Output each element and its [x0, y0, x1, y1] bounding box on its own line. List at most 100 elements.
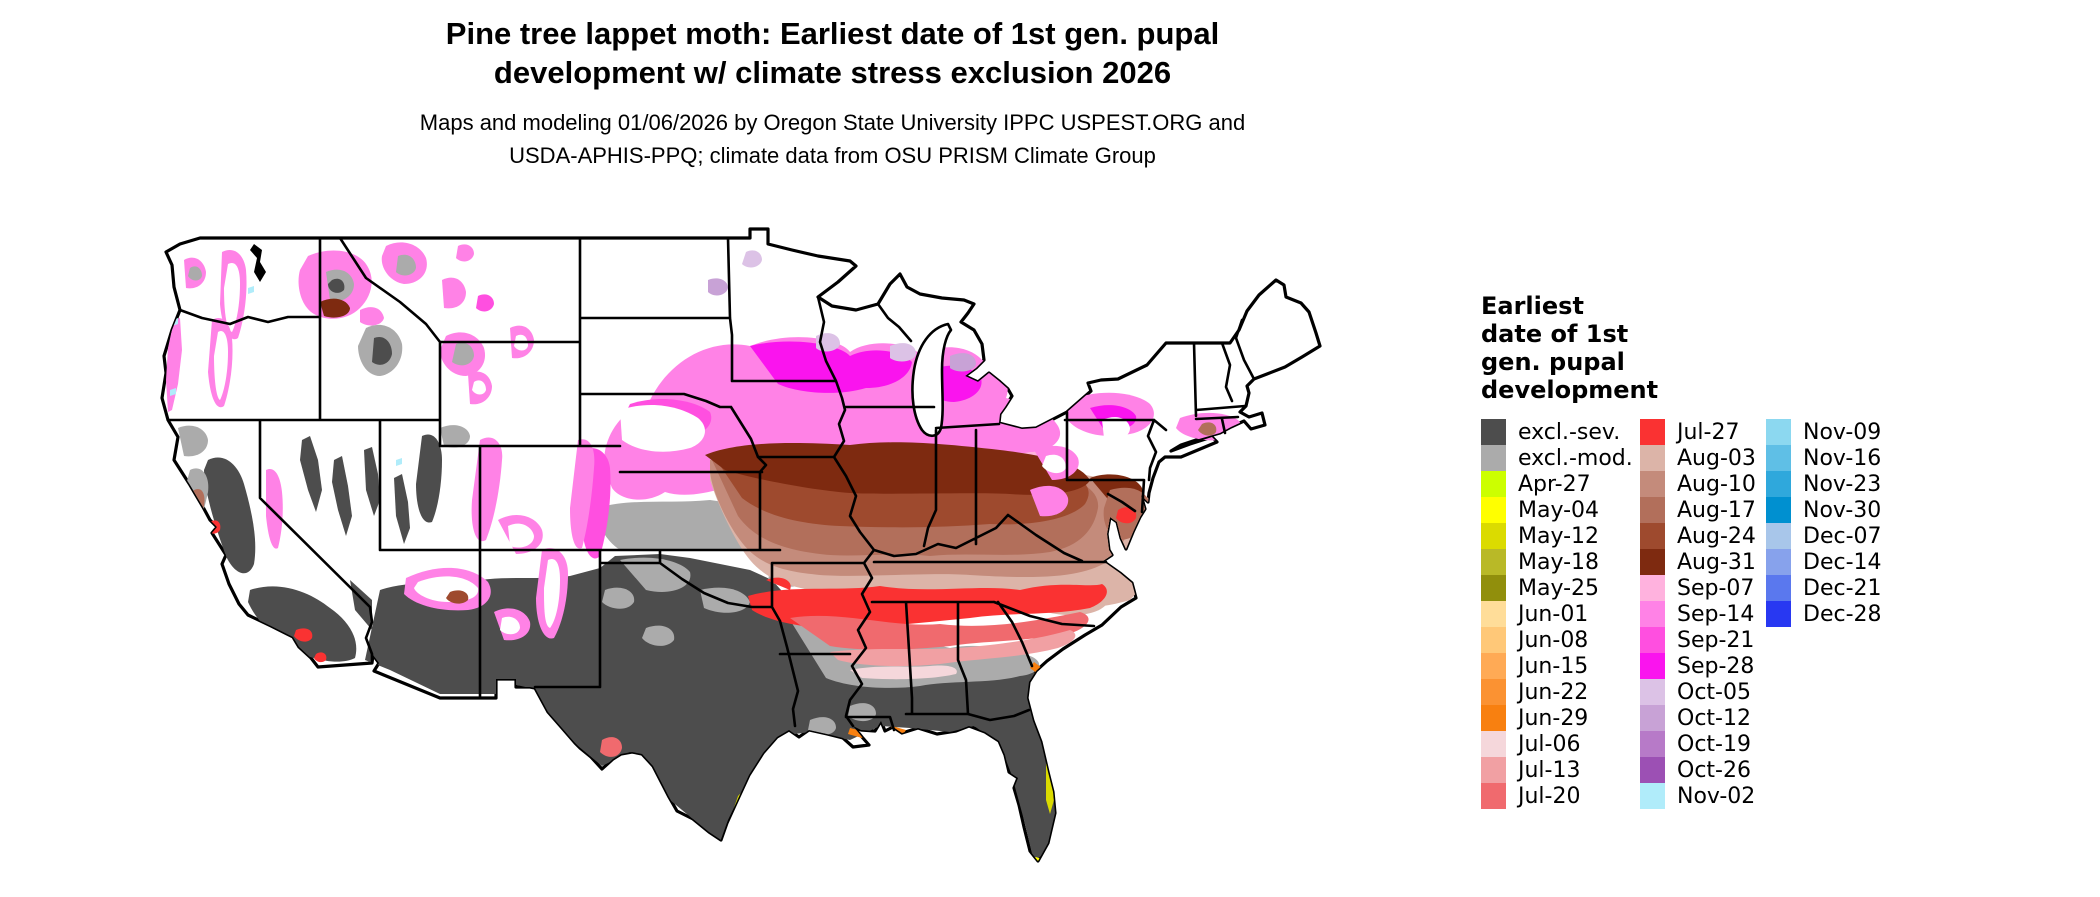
legend-label: Jun-01: [1518, 601, 1589, 627]
legend-label: Aug-03: [1677, 445, 1756, 471]
map-region-olympics-core: [188, 266, 202, 281]
legend-entry: Dec-14: [1766, 549, 1882, 575]
legend-swatch: [1481, 627, 1506, 653]
map-region-sf-red: [206, 520, 221, 534]
legend-label: Nov-16: [1803, 445, 1882, 471]
legend-entry: Aug-24: [1640, 523, 1756, 549]
legend-swatch: [1481, 523, 1506, 549]
legend-label: Dec-28: [1803, 601, 1882, 627]
map-region-mogollon-brown: [446, 590, 469, 604]
legend-label: Nov-30: [1803, 497, 1882, 523]
map-region-adirondack-white: [1158, 363, 1188, 400]
map-region-txpan-gray: [602, 587, 635, 609]
legend-swatch: [1640, 419, 1665, 445]
map-region-mt-patch: [456, 244, 474, 262]
legend-swatch: [1481, 757, 1506, 783]
legend-swatch: [1481, 549, 1506, 575]
legend-swatch: [1481, 445, 1506, 471]
legend-label: Nov-02: [1677, 783, 1756, 809]
legend-swatch: [1766, 445, 1791, 471]
legend-label: May-12: [1518, 523, 1600, 549]
map-region-socal-red: [294, 628, 313, 642]
state-borders: [166, 236, 1256, 732]
map-regions: [166, 242, 1242, 861]
legend-swatch: [1481, 471, 1506, 497]
legend-swatch: [1481, 575, 1506, 601]
map-region-windriver-white: [472, 380, 486, 395]
legend-label: Jul-13: [1518, 757, 1581, 783]
map-header: Pine tree lappet moth: Earliest date of …: [150, 14, 1515, 172]
map-region-wpa-white: [1042, 454, 1066, 474]
legend-swatch: [1766, 523, 1791, 549]
legend-column-1: excl.-sev. excl.-mod. Apr-27 May-04 May-12 Ma…: [1481, 419, 1633, 809]
map-subtitle-line-2: USDA-APHIS-PPQ; climate data from OSU PR…: [509, 143, 1156, 168]
legend-entry: Dec-07: [1766, 523, 1882, 549]
legend-entry: Jul-27: [1640, 419, 1756, 445]
legend-label: Jun-22: [1518, 679, 1589, 705]
map-region-pocono-white: [1102, 417, 1130, 440]
map-region-sandhills-white: [620, 404, 705, 452]
legend-entry: Jul-20: [1481, 783, 1633, 809]
map-region-mt-patch: [476, 294, 494, 312]
legend-label: May-25: [1518, 575, 1600, 601]
legend-swatch: [1481, 497, 1506, 523]
map-region-or-coast-pink: [166, 318, 182, 412]
legend-label: Aug-31: [1677, 549, 1756, 575]
legend-entry: Sep-14: [1640, 601, 1756, 627]
map-region-nv-range: [300, 436, 322, 512]
legend-entry: Aug-17: [1640, 497, 1756, 523]
page-title-line-1: Pine tree lappet moth: Earliest date of …: [445, 16, 1220, 51]
map-region-bluemtns-darkgray: [328, 278, 345, 293]
map-region-jul06-band: [850, 665, 957, 680]
map-region-oct-fringe: [950, 353, 976, 372]
legend-label: Oct-26: [1677, 757, 1751, 783]
map-region-cyan-speck: [248, 286, 254, 294]
legend-title-line: gen. pupal: [1481, 348, 1625, 376]
legend-column-2: Jul-27 Aug-03 Aug-10 Aug-17 Aug-24 Aug-31 Sep-…: [1640, 419, 1756, 809]
legend-swatch: [1481, 679, 1506, 705]
map-region-ok-gray: [700, 587, 750, 613]
legend-swatch: [1640, 705, 1665, 731]
legend-entry: Oct-19: [1640, 731, 1756, 757]
page-title-line-2: development w/ climate stress exclusion …: [493, 55, 1172, 90]
map-region-ca-central-valley: [204, 457, 256, 574]
legend-entry: Jul-06: [1481, 731, 1633, 757]
map-legend: Earliest date of 1st gen. pupal developm…: [1481, 292, 1921, 809]
map-region-kansas-gray: [598, 500, 760, 550]
map-region-nv-range: [364, 447, 380, 516]
map-region-nv-range: [394, 474, 410, 544]
legend-swatch: [1640, 757, 1665, 783]
map-region-socal: [248, 586, 357, 662]
legend-label: Sep-14: [1677, 601, 1755, 627]
legend-swatch: [1481, 731, 1506, 757]
legend-swatch: [1481, 601, 1506, 627]
legend-entry: Nov-30: [1766, 497, 1882, 523]
legend-label: Dec-21: [1803, 575, 1882, 601]
legend-entry: Sep-28: [1640, 653, 1756, 679]
legend-entry: Nov-23: [1766, 471, 1882, 497]
legend-entry: Nov-09: [1766, 419, 1882, 445]
legend-label: Aug-10: [1677, 471, 1756, 497]
map-region-nv-range: [332, 456, 352, 536]
map-region-sanjuan-white: [508, 523, 534, 548]
legend-swatch: [1766, 575, 1791, 601]
map-region-oct-fringe: [890, 343, 916, 362]
map-region-yellowstone-gray: [452, 342, 474, 366]
legend-entry: Sep-21: [1640, 627, 1756, 653]
legend-entry: Jun-15: [1481, 653, 1633, 679]
legend-label: Oct-12: [1677, 705, 1751, 731]
legend-title-line: development: [1481, 376, 1659, 404]
legend-label: Aug-17: [1677, 497, 1756, 523]
legend-label: Jun-29: [1518, 705, 1589, 731]
map-subtitle: Maps and modeling 01/06/2026 by Oregon S…: [150, 106, 1515, 172]
map-region-uinta-gray: [440, 425, 470, 448]
map-region-south-excl-sev: [365, 554, 1056, 861]
legend-column-3: Nov-09 Nov-16 Nov-23 Nov-30 Dec-07 Dec-14 Dec-…: [1766, 419, 1882, 627]
map-region-wv-magenta: [1030, 485, 1069, 517]
map-region-tx-gray: [642, 625, 675, 646]
legend-label: excl.-sev.: [1518, 419, 1621, 445]
legend-label: Sep-28: [1677, 653, 1755, 679]
map-region-la-gray: [808, 717, 836, 736]
map-region-wa-cascades-white: [224, 262, 240, 332]
legend-label: Jul-20: [1518, 783, 1581, 809]
